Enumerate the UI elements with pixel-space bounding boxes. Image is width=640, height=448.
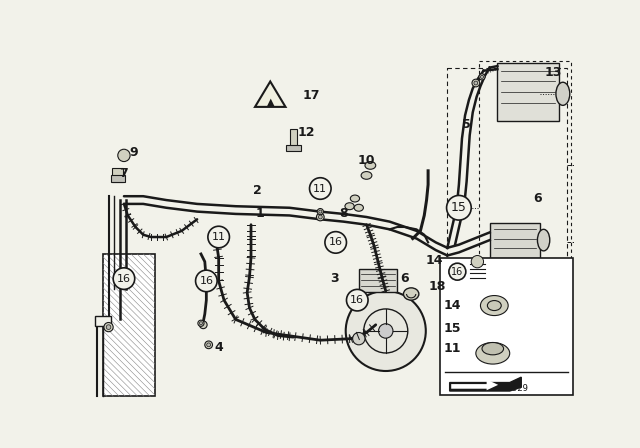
- Text: 11: 11: [212, 232, 226, 242]
- Circle shape: [200, 322, 202, 325]
- Circle shape: [346, 291, 426, 371]
- Text: 16: 16: [451, 267, 463, 277]
- Ellipse shape: [365, 162, 376, 169]
- Circle shape: [346, 289, 368, 311]
- Ellipse shape: [361, 172, 372, 179]
- Circle shape: [208, 226, 230, 248]
- Polygon shape: [450, 377, 521, 391]
- Text: 6: 6: [401, 272, 410, 285]
- Text: 16: 16: [350, 295, 364, 305]
- Text: 16: 16: [329, 237, 342, 247]
- Ellipse shape: [482, 343, 504, 355]
- Circle shape: [113, 268, 135, 289]
- Circle shape: [198, 320, 204, 326]
- Circle shape: [200, 321, 207, 329]
- Text: 12: 12: [298, 126, 315, 139]
- Text: 2: 2: [253, 184, 262, 197]
- Circle shape: [471, 255, 484, 268]
- Polygon shape: [255, 82, 285, 107]
- Ellipse shape: [556, 82, 570, 105]
- Text: 3: 3: [330, 272, 339, 285]
- Text: 15: 15: [451, 201, 467, 214]
- Circle shape: [481, 75, 484, 78]
- Text: 9: 9: [130, 146, 138, 159]
- Bar: [447, 68, 566, 264]
- Bar: [103, 254, 155, 396]
- Bar: [111, 176, 125, 181]
- Text: 7: 7: [120, 167, 129, 180]
- Bar: [497, 63, 559, 121]
- Text: 13: 13: [544, 66, 561, 79]
- Bar: [285, 145, 301, 151]
- Circle shape: [474, 81, 478, 85]
- Circle shape: [196, 270, 217, 292]
- Polygon shape: [451, 379, 498, 390]
- Text: 16: 16: [117, 274, 131, 284]
- Circle shape: [318, 215, 322, 219]
- Text: 18: 18: [429, 280, 446, 293]
- Bar: [113, 168, 123, 181]
- Circle shape: [207, 343, 211, 347]
- Ellipse shape: [538, 229, 550, 251]
- Ellipse shape: [350, 195, 360, 202]
- Text: 1: 1: [256, 207, 264, 220]
- Circle shape: [447, 195, 471, 220]
- Circle shape: [205, 341, 212, 349]
- Text: 14: 14: [426, 254, 443, 267]
- Circle shape: [479, 74, 485, 80]
- Bar: [289, 129, 297, 146]
- Circle shape: [118, 149, 130, 162]
- Ellipse shape: [481, 296, 508, 315]
- Bar: [479, 61, 572, 262]
- Text: 17: 17: [302, 89, 320, 102]
- Bar: [490, 223, 540, 258]
- Bar: [359, 269, 397, 293]
- Text: 5: 5: [462, 118, 471, 131]
- Ellipse shape: [403, 288, 419, 300]
- Text: 8: 8: [339, 207, 348, 220]
- Text: 10: 10: [358, 154, 375, 167]
- Circle shape: [378, 324, 393, 338]
- Text: ▲: ▲: [266, 96, 274, 107]
- Ellipse shape: [354, 204, 364, 211]
- Text: 15: 15: [444, 322, 461, 335]
- Text: 6: 6: [533, 192, 541, 205]
- Circle shape: [317, 208, 323, 215]
- Circle shape: [472, 79, 480, 87]
- Circle shape: [104, 323, 113, 332]
- Ellipse shape: [345, 203, 354, 210]
- Text: 14: 14: [444, 299, 461, 312]
- Ellipse shape: [488, 301, 501, 310]
- Text: 00178529: 00178529: [485, 384, 528, 393]
- Text: 11: 11: [444, 342, 461, 355]
- Circle shape: [310, 178, 331, 199]
- Bar: [440, 258, 573, 395]
- Text: 11: 11: [314, 184, 327, 194]
- Text: 16: 16: [199, 276, 213, 286]
- Circle shape: [353, 332, 365, 345]
- Circle shape: [106, 325, 111, 329]
- Circle shape: [449, 263, 466, 280]
- Circle shape: [319, 210, 322, 213]
- Circle shape: [325, 232, 346, 253]
- Bar: [95, 315, 111, 326]
- Ellipse shape: [476, 343, 509, 364]
- Text: 4: 4: [214, 341, 223, 354]
- Circle shape: [316, 213, 324, 221]
